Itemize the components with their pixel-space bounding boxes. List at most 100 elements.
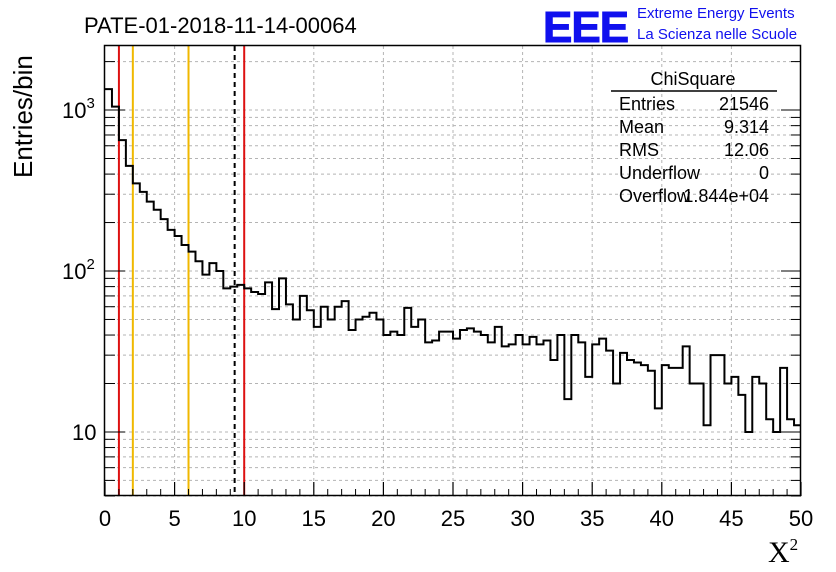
histogram-bin <box>731 377 738 496</box>
histogram-bin <box>543 340 550 496</box>
histogram-bin <box>390 332 397 496</box>
histogram-bin <box>738 395 745 496</box>
stats-value-overflow: 1.844e+04 <box>683 186 769 206</box>
histogram-bin <box>230 287 237 496</box>
histogram-bin <box>495 327 502 496</box>
y-tick-label: 103 <box>62 95 95 123</box>
histogram-bin <box>585 377 592 496</box>
histogram-bin <box>140 192 147 496</box>
stats-value-rms: 12.06 <box>724 140 769 160</box>
histogram-bin <box>369 313 376 496</box>
x-tick-label: 20 <box>371 506 395 531</box>
histogram-bin <box>648 371 655 496</box>
histogram-bin <box>168 230 175 496</box>
histogram-bin <box>307 310 314 496</box>
stats-title: ChiSquare <box>650 69 735 89</box>
axis-ticks <box>104 61 802 497</box>
x-tick-label: 35 <box>580 506 604 531</box>
histogram-bin <box>697 384 704 497</box>
histogram-bin <box>133 183 140 496</box>
histogram-series <box>105 88 801 497</box>
histogram-bin <box>112 107 119 496</box>
histogram-bin <box>439 332 446 496</box>
x-axis-title: X2 <box>768 535 798 569</box>
x-axis-title-superscript: 2 <box>790 535 799 554</box>
histogram-bin <box>592 344 599 496</box>
x-tick-label: 15 <box>302 506 326 531</box>
histogram-bin <box>613 384 620 497</box>
histogram-bin <box>641 365 648 496</box>
histogram-bin <box>620 353 627 496</box>
histogram-bin <box>209 263 216 496</box>
histogram-bin <box>766 419 773 496</box>
histogram-bin <box>147 202 154 496</box>
x-tick-label: 30 <box>510 506 534 531</box>
x-tick-label: 5 <box>168 506 180 531</box>
histogram-bin <box>265 282 272 496</box>
histogram-bin <box>599 339 606 496</box>
histogram-bin <box>773 432 780 496</box>
histogram-bin <box>634 363 641 496</box>
histogram-bin <box>571 335 578 496</box>
histogram-bin <box>550 360 557 496</box>
y-tick-label: 102 <box>62 256 95 284</box>
histogram-bin <box>523 344 530 496</box>
histogram-bin <box>119 140 126 496</box>
stats-label-mean: Mean <box>619 117 664 137</box>
histogram-bin <box>126 166 133 496</box>
histogram-bin <box>404 308 411 496</box>
y-tick-label: 10 <box>72 420 96 445</box>
y-tick-labels: 10 102 103 <box>62 95 96 445</box>
x-tick-label: 25 <box>441 506 465 531</box>
histogram-bin <box>655 408 662 496</box>
histogram-bin <box>557 335 564 496</box>
stats-value-underflow: 0 <box>759 163 769 183</box>
histogram-bin <box>509 344 516 496</box>
histogram-bin <box>105 89 112 496</box>
histogram-bin <box>537 344 544 496</box>
histogram-bin <box>418 319 425 496</box>
histogram-bin <box>154 210 161 496</box>
histogram-bin <box>676 368 683 496</box>
stats-value-entries: 21546 <box>719 94 769 114</box>
histogram-bin <box>453 339 460 496</box>
histogram-bin <box>216 271 223 496</box>
histogram-bin <box>293 319 300 496</box>
histogram-bin <box>383 335 390 496</box>
histogram-bin <box>432 340 439 496</box>
eee-logo-line1: Extreme Energy Events <box>637 5 795 22</box>
histogram-bin <box>272 309 279 496</box>
histogram-bin <box>662 365 669 496</box>
stats-label-entries: Entries <box>619 94 675 114</box>
histogram-bin <box>474 332 481 496</box>
x-tick-labels: 0 5 10 15 20 25 30 35 40 45 50 <box>99 506 813 531</box>
histogram-bin <box>223 288 230 496</box>
histogram-bin <box>342 301 349 496</box>
x-tick-label: 50 <box>789 506 813 531</box>
histogram-bin <box>161 219 168 496</box>
eee-logo: EEE Extreme Energy Events La Scienza nel… <box>543 3 798 53</box>
histogram-steps <box>105 88 801 433</box>
histogram-bin <box>258 294 265 496</box>
y-axis-title: Entries/bin <box>8 55 38 178</box>
histogram-bin <box>690 384 697 497</box>
histogram-bin <box>363 317 370 496</box>
histogram-bin <box>335 307 342 496</box>
x-tick-label: 45 <box>719 506 743 531</box>
histogram-bin <box>195 261 202 496</box>
histogram-bin <box>279 278 286 496</box>
histogram-bin <box>328 319 335 496</box>
histogram-bin <box>175 236 182 496</box>
histogram-bin <box>683 346 690 496</box>
histogram-bin <box>376 319 383 496</box>
histogram-bin <box>397 335 404 496</box>
histogram-bin <box>300 296 307 496</box>
stats-label-overflow: Overflow <box>619 186 691 206</box>
histogram-bin <box>481 335 488 496</box>
histogram-bin <box>349 330 356 496</box>
histogram-bin <box>606 351 613 496</box>
x-tick-label: 40 <box>650 506 674 531</box>
histogram-bin <box>711 355 718 496</box>
histogram-bin <box>787 419 794 496</box>
